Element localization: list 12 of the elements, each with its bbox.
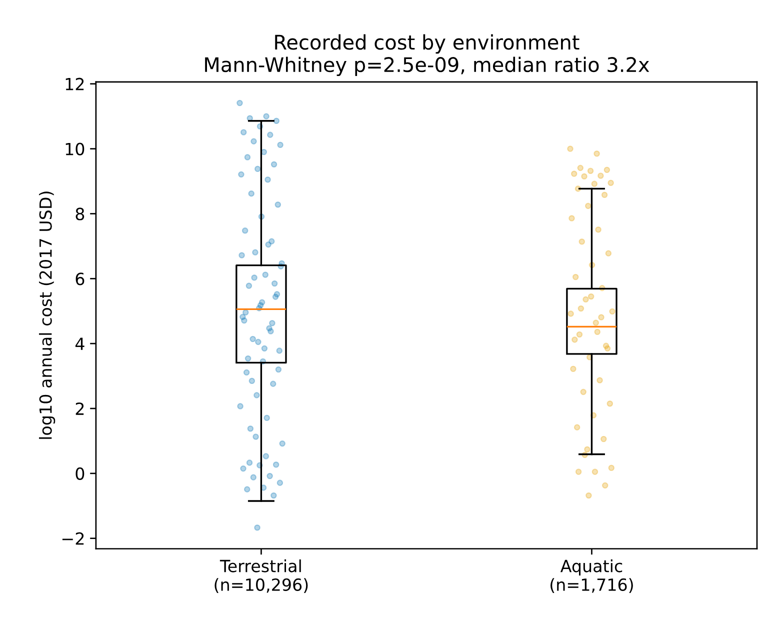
y-tick-label: 4 bbox=[75, 338, 84, 350]
x-tick-label: Aquatic (n=1,716) bbox=[550, 559, 633, 593]
y-tick-label: 2 bbox=[76, 402, 84, 415]
y-tick-label: −2 bbox=[62, 532, 84, 545]
y-tick-label: 8 bbox=[76, 208, 84, 220]
chart-title: Recorded cost by environment Mann-Whitney p=2.5e-09, median ratio 3.2x bbox=[205, 34, 650, 76]
y-tick-label: 12 bbox=[66, 78, 84, 90]
y-axis-title: log10 annual cost (2017 USD) bbox=[38, 192, 56, 439]
x-tick-label: Terrestrial (n=10,296) bbox=[214, 559, 308, 593]
y-tick-label: 10 bbox=[66, 142, 84, 156]
y-tick-label: 6 bbox=[76, 272, 84, 286]
y-tick-label: 0 bbox=[76, 467, 84, 480]
